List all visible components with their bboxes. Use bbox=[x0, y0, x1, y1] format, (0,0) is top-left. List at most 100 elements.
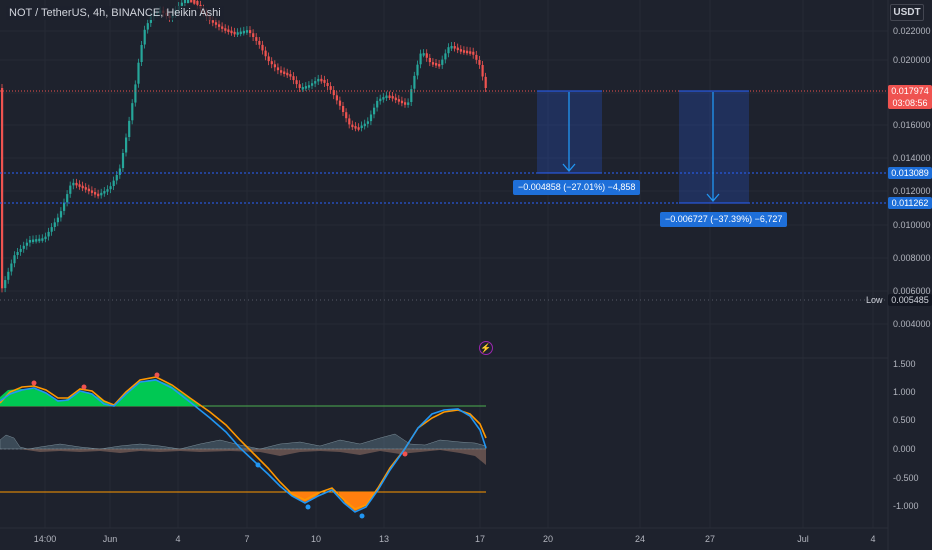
candle-body bbox=[100, 192, 103, 196]
candle-body bbox=[416, 64, 419, 76]
candle-body bbox=[180, 2, 183, 6]
candle-body bbox=[196, 0, 199, 5]
candle-body bbox=[10, 263, 13, 272]
candle-body bbox=[118, 168, 121, 175]
level2-price-tag: 0.011262 bbox=[888, 197, 932, 209]
candle-body bbox=[320, 78, 323, 82]
candle-body bbox=[53, 222, 56, 227]
candle-body bbox=[438, 63, 441, 67]
price-tick-label: 0.006000 bbox=[893, 286, 931, 296]
candle-body bbox=[214, 22, 218, 25]
lightning-bolt-icon[interactable]: ⚡ bbox=[479, 341, 493, 355]
candle-body bbox=[4, 280, 7, 289]
candle-body bbox=[264, 50, 267, 57]
currency-button[interactable]: USDT bbox=[890, 4, 924, 21]
candle-body bbox=[140, 45, 143, 62]
bar-countdown: 03:08:56 bbox=[892, 98, 928, 108]
candle-body bbox=[295, 80, 298, 85]
time-tick-label: 17 bbox=[474, 534, 486, 544]
candle-body bbox=[435, 63, 438, 66]
candle-body bbox=[50, 227, 53, 232]
candle-body bbox=[286, 72, 289, 76]
candle-body bbox=[143, 29, 146, 45]
candle-body bbox=[354, 126, 357, 129]
candle-body bbox=[255, 37, 258, 41]
candle-body bbox=[419, 53, 422, 65]
candle-body bbox=[397, 99, 400, 102]
candle-body bbox=[428, 57, 431, 63]
candle-body bbox=[28, 239, 32, 243]
indicator-tick-label: 1.500 bbox=[893, 359, 916, 369]
candle-body bbox=[431, 62, 435, 65]
level1-price-tag: 0.013089 bbox=[888, 167, 932, 179]
candle-body bbox=[413, 75, 416, 89]
candle-body bbox=[190, 0, 193, 3]
candle-body bbox=[56, 217, 59, 223]
candle-body bbox=[363, 123, 366, 127]
time-tick-label: 10 bbox=[310, 534, 322, 544]
candle-body bbox=[35, 239, 38, 242]
candle-body bbox=[407, 102, 410, 105]
candle-body bbox=[422, 53, 425, 56]
indicator-tick-label: 1.000 bbox=[893, 387, 916, 397]
time-tick-label: 24 bbox=[634, 534, 646, 544]
candle-body bbox=[276, 67, 280, 71]
time-tick-label: Jun bbox=[102, 534, 118, 544]
measure-box-1[interactable] bbox=[537, 90, 602, 174]
candle-body bbox=[221, 26, 224, 29]
candle-body bbox=[137, 62, 140, 84]
candle-body bbox=[245, 30, 249, 33]
candle-body bbox=[444, 53, 447, 60]
candle-body bbox=[472, 51, 475, 55]
candle-body bbox=[13, 255, 16, 264]
candle-body bbox=[292, 76, 295, 81]
candle-body bbox=[404, 102, 407, 105]
signal-dot bbox=[305, 504, 311, 510]
candle-body bbox=[218, 24, 221, 27]
candle-body bbox=[146, 23, 149, 30]
candle-body bbox=[267, 56, 270, 62]
overbought-fill bbox=[0, 379, 200, 406]
candle-body bbox=[75, 182, 78, 186]
price-grid bbox=[0, 0, 888, 528]
candle-body bbox=[478, 59, 481, 65]
candle-body bbox=[258, 41, 261, 45]
candlestick-series bbox=[1, 0, 487, 293]
time-tick-label: 4 bbox=[870, 534, 876, 544]
measure-label-2[interactable]: −0.006727 (−37.39%) −6,727 bbox=[660, 212, 788, 227]
candle-body bbox=[338, 100, 342, 106]
measure-box-2[interactable] bbox=[679, 90, 749, 204]
price-tick-label: 0.010000 bbox=[893, 220, 931, 230]
indicator-tick-label: 0.000 bbox=[893, 444, 916, 454]
candle-body bbox=[81, 185, 84, 189]
candle-body bbox=[115, 175, 118, 181]
low-price-tag: 0.005485 bbox=[888, 294, 932, 306]
oscillator-pane bbox=[0, 372, 487, 519]
candle-body bbox=[16, 252, 19, 255]
candle-body bbox=[307, 85, 311, 88]
low-label: Low bbox=[866, 295, 883, 305]
candle-body bbox=[462, 50, 466, 53]
candle-body bbox=[385, 95, 388, 99]
candle-body bbox=[323, 79, 326, 83]
time-tick-label: 27 bbox=[704, 534, 716, 544]
price-tick-label: 0.022000 bbox=[893, 26, 931, 36]
candle-body bbox=[59, 211, 63, 218]
price-tick-label: 0.004000 bbox=[893, 319, 931, 329]
candle-body bbox=[183, 0, 187, 3]
candle-body bbox=[298, 84, 301, 88]
candle-body bbox=[109, 186, 112, 190]
candle-body bbox=[63, 202, 66, 211]
time-tick-label: 13 bbox=[378, 534, 390, 544]
candle-body bbox=[84, 187, 87, 190]
candle-body bbox=[187, 0, 190, 3]
candle-body bbox=[382, 97, 385, 100]
measure-label-1[interactable]: −0.004858 (−27.01%) −4,858 bbox=[513, 180, 641, 195]
current-price-tag: 0.017974 03:08:56 bbox=[888, 85, 932, 109]
candle-body bbox=[311, 83, 314, 86]
symbol-legend[interactable]: NOT / TetherUS, 4h, BINANCE, Heikin Ashi bbox=[6, 6, 224, 20]
candle-body bbox=[193, 0, 196, 4]
candle-body bbox=[469, 51, 472, 54]
candle-body bbox=[47, 231, 50, 237]
